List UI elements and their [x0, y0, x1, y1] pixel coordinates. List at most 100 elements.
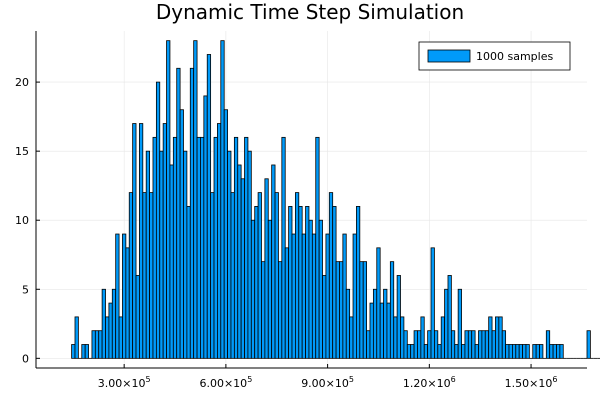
x-tick-labels: 3.00×105 6.00×105 9.00×105 1.20×106 1.50×106 [98, 364, 558, 390]
histogram-bar [274, 192, 279, 359]
histogram-bar [264, 178, 269, 359]
histogram-bar [288, 206, 293, 359]
histogram-bar [359, 261, 364, 359]
x-tick-label: 1.20×106 [403, 375, 456, 390]
histogram-bar [335, 261, 340, 359]
histogram-bar [430, 247, 435, 359]
histogram-bar [94, 330, 100, 359]
histogram-bar [84, 344, 89, 359]
histogram-bar [498, 316, 503, 359]
histogram-bar [125, 247, 130, 359]
histogram-bar [508, 344, 513, 359]
histogram-bar [305, 206, 310, 359]
histogram-bar [362, 261, 367, 359]
histogram-bar [294, 192, 300, 359]
histogram-bar [427, 330, 432, 359]
histogram-bar [464, 330, 469, 359]
histogram-bar [115, 233, 120, 359]
histogram-bar [586, 330, 591, 359]
histogram-bar [352, 233, 357, 359]
histogram-bar [196, 136, 201, 359]
y-tick-label: 15 [15, 145, 29, 158]
histogram-bar [322, 275, 327, 359]
histogram-bar [132, 123, 137, 359]
histogram-bar [149, 192, 154, 359]
histogram-bar [386, 302, 391, 359]
histogram-bar [81, 344, 86, 359]
histogram-bar [118, 316, 123, 359]
histogram-bar [213, 136, 218, 359]
histogram-bar [552, 344, 557, 359]
x-tick-label: 1.50×106 [505, 375, 558, 390]
histogram-bar [556, 344, 561, 359]
histogram-bar [484, 330, 490, 359]
histogram-bar [505, 344, 510, 359]
histogram-bar [559, 344, 564, 359]
histogram-bar [142, 192, 147, 359]
histogram-bar [172, 136, 178, 359]
histogram-bar [467, 330, 473, 359]
histogram-bar [518, 344, 523, 359]
histogram-bar [233, 136, 239, 359]
histogram-bar [457, 288, 462, 359]
histogram-bar [291, 233, 296, 359]
histogram-bar [301, 233, 306, 359]
axes [35, 31, 587, 369]
histogram-bar [342, 233, 347, 359]
histogram-bar [444, 288, 449, 359]
histogram-bar [532, 344, 537, 359]
histogram-bar [284, 247, 290, 359]
histogram-bar [98, 330, 103, 359]
histogram-bar [281, 136, 286, 359]
histogram-bar [159, 150, 164, 359]
histogram-bar [471, 330, 476, 359]
histogram-bar [478, 330, 483, 359]
histogram-bar [74, 316, 79, 359]
histogram-bar [101, 288, 106, 359]
histogram-bar [152, 136, 157, 359]
histogram-bar [155, 81, 161, 359]
histogram-bar [108, 302, 113, 359]
histogram-bar [183, 150, 188, 359]
histogram-bar [223, 109, 228, 359]
histogram-bar [549, 344, 554, 359]
histogram-bar [271, 164, 276, 359]
histogram-bar [179, 109, 184, 359]
histogram-bar [220, 40, 225, 359]
histogram-bar [254, 206, 259, 359]
histogram-bar [318, 219, 323, 359]
histogram-bar [162, 123, 167, 359]
histogram-bar [105, 316, 110, 359]
histogram-bar [545, 330, 551, 359]
histogram-bar [379, 302, 384, 359]
histogram-bar [186, 206, 191, 359]
histogram-bar [434, 330, 439, 359]
histogram-bar [393, 316, 398, 359]
histogram-bar [369, 302, 374, 359]
histogram-bar [111, 288, 117, 359]
histogram-bar [413, 330, 418, 359]
histogram-bar [406, 344, 412, 359]
legend: 1000 samples [418, 41, 571, 71]
histogram-bar [440, 316, 445, 359]
histogram-bar [372, 288, 378, 359]
histogram-bar [237, 164, 242, 359]
histogram-bar [410, 344, 415, 359]
histogram-bar [349, 316, 354, 359]
histogram-bar [356, 206, 361, 359]
y-tick-label: 20 [15, 76, 29, 89]
histogram-bar [278, 261, 283, 359]
legend-swatch [427, 49, 471, 63]
histogram-bar [345, 288, 351, 359]
legend-label: 1000 samples [476, 50, 553, 63]
histogram-bar [166, 40, 171, 359]
histogram-bar [250, 219, 256, 359]
histogram-bar [169, 164, 174, 359]
histogram-bar [128, 192, 134, 359]
chart-title: Dynamic Time Step Simulation [156, 0, 464, 24]
histogram-bar [515, 344, 520, 359]
histogram-bar [383, 288, 388, 359]
histogram-bar [535, 344, 540, 359]
histogram-bar [539, 344, 544, 359]
histogram-bar [227, 150, 232, 359]
